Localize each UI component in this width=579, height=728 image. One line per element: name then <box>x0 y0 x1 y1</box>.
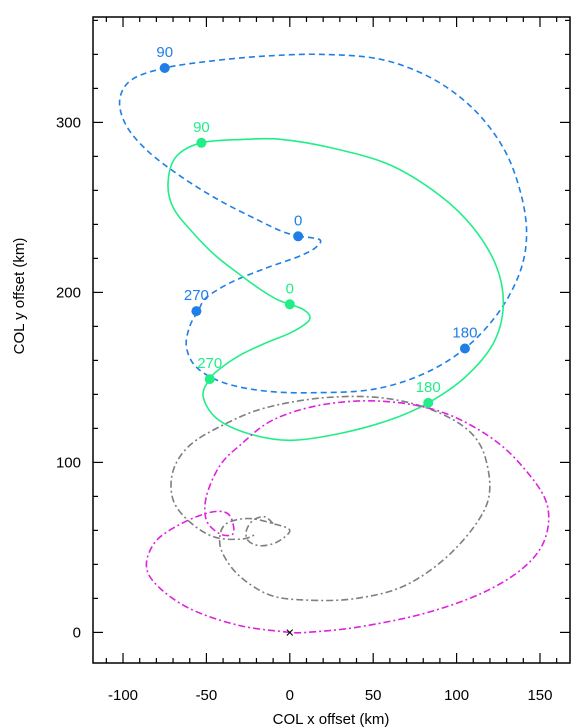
ticks-group: -100 -50 0 50 100 150 0 100 200 300 <box>56 17 570 704</box>
marker-label-blue-0: 0 <box>294 212 302 229</box>
marker-label-green-0: 0 <box>286 280 294 297</box>
plot-frame <box>92 16 571 664</box>
series-line-green <box>167 137 505 442</box>
series-line-gray <box>170 395 491 602</box>
series-group <box>118 53 550 634</box>
marker-label-green-270: 270 <box>197 355 222 372</box>
x-tick-label: 50 <box>365 687 382 704</box>
marker-label-blue-180: 180 <box>452 325 477 342</box>
x-axis-title: COL x offset (km) <box>273 711 390 728</box>
x-tick-label: -50 <box>196 687 218 704</box>
y-axis-title: COL y offset (km) <box>11 238 28 355</box>
marker-blue-0 <box>293 231 304 242</box>
marker-blue-90 <box>159 63 170 73</box>
plot-frame-group <box>92 16 571 664</box>
marker-blue-180 <box>459 343 470 354</box>
x-tick-label: 0 <box>286 687 294 704</box>
marker-green-270 <box>204 374 215 385</box>
y-tick-label: 0 <box>73 624 81 641</box>
x-tick-label: 150 <box>527 687 552 704</box>
marker-green-0 <box>284 299 295 310</box>
marker-green-90 <box>196 137 207 148</box>
markers-group: 0 270 180 90 0 270 180 90 × <box>156 44 477 641</box>
marker-label-blue-90: 90 <box>156 44 173 61</box>
y-tick-label: 100 <box>56 454 81 471</box>
marker-label-blue-270: 270 <box>184 287 209 304</box>
origin-marker: × <box>285 624 294 641</box>
marker-label-green-90: 90 <box>193 119 210 136</box>
y-tick-label: 300 <box>56 114 81 131</box>
y-tick-label: 200 <box>56 284 81 301</box>
marker-green-180 <box>423 397 434 408</box>
marker-blue-270 <box>191 306 202 317</box>
series-line-magenta <box>145 400 550 634</box>
x-tick-label: -100 <box>108 687 138 704</box>
x-tick-label: 100 <box>444 687 469 704</box>
marker-label-green-180: 180 <box>416 379 441 396</box>
series-line-blue <box>118 53 528 394</box>
